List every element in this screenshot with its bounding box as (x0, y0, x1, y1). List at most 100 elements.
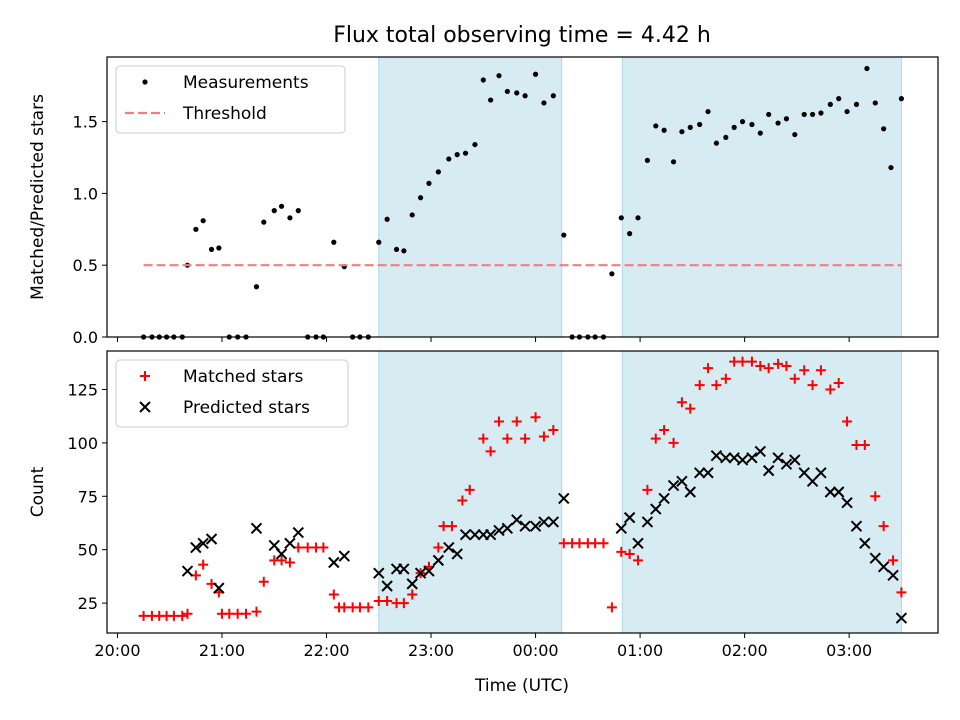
matched-stars-point (598, 538, 609, 549)
predicted-stars-point (832, 486, 845, 498)
predicted-stars-point (676, 475, 688, 488)
matched-stars-point (807, 380, 818, 391)
predicted-stars-point (547, 516, 560, 528)
matched-stars-point (433, 542, 444, 553)
predicted-stars-point (887, 569, 899, 582)
measurement-point (687, 124, 693, 130)
measurement-point (872, 100, 878, 106)
legend-label: Predicted stars (183, 398, 310, 418)
measurement-point (216, 245, 222, 251)
predicted-stars-point (772, 452, 784, 464)
legend-label: Threshold (182, 104, 267, 124)
measurement-point (697, 121, 703, 128)
x-tick-label: 01:00 (617, 641, 663, 660)
predicted-stars-point (459, 529, 472, 541)
matched-stars-point (896, 587, 907, 598)
legend-marker-measurements (142, 79, 148, 85)
matched-stars-point (659, 425, 670, 436)
legend-box (115, 65, 346, 134)
measurement-point (401, 248, 407, 254)
matched-stars-point (241, 608, 252, 619)
measurement-point (550, 93, 556, 99)
predicted-stars-point (511, 514, 523, 526)
measurement-point (253, 284, 260, 290)
measurement-point (818, 110, 824, 116)
x-axis-label: Time (UTC) (474, 676, 569, 696)
predicted-stars-point (754, 445, 767, 458)
measurement-point (287, 215, 293, 221)
predicted-stars-point (650, 503, 662, 515)
measurement-point (898, 96, 905, 102)
measurement-point (409, 212, 415, 218)
matched-stars-point (457, 495, 468, 506)
measurement-point (488, 97, 494, 103)
measurement-point (200, 218, 206, 224)
predicted-stars-point (538, 516, 550, 528)
matched-stars-point (177, 610, 188, 621)
measurement-point (627, 231, 633, 237)
measurement-point (193, 226, 199, 232)
matched-stars-point (478, 433, 489, 444)
predicted-stars-point (736, 454, 749, 466)
measurement-point (844, 108, 850, 115)
matched-stars-point (773, 358, 784, 369)
matched-stars-point (520, 433, 531, 444)
measurement-point (496, 73, 502, 79)
measurement-point (792, 131, 798, 138)
predicted-stars-point (432, 554, 445, 567)
predicted-stars-point (423, 565, 435, 577)
predicted-stars-point (789, 454, 801, 466)
matched-stars-point (363, 602, 374, 613)
measurement-point (783, 116, 790, 122)
matched-stars-point (318, 542, 329, 553)
matched-stars-point (668, 437, 679, 448)
x-tick-label: 22:00 (303, 641, 349, 660)
matched-stars-point (624, 548, 635, 559)
matched-stars-point (339, 602, 350, 613)
matched-stars-point (511, 416, 522, 427)
y-tick-label: 25 (78, 594, 98, 613)
predicted-stars-point (869, 552, 881, 564)
y-tick-label: 1.0 (73, 184, 98, 203)
measurement-point (271, 208, 277, 214)
predicted-stars-point (406, 578, 418, 590)
top-panel-ratio: 0.0 0.5 1.0 1.5 Matched/Predicted stars Measu… (28, 56, 939, 347)
measurement-point (393, 246, 400, 253)
measurement-point (384, 216, 390, 222)
matched-stars-point (548, 425, 559, 436)
measurement-point (739, 119, 746, 125)
measurement-point (731, 124, 737, 130)
predicted-stars-point (213, 582, 225, 594)
measurement-point (653, 123, 659, 129)
predicted-stars-point (632, 537, 644, 549)
matched-stars-point (198, 559, 209, 570)
matched-stars-point (703, 363, 714, 374)
y-axis-label: Matched/Predicted stars (28, 94, 48, 300)
measurement-point (618, 215, 624, 221)
matched-stars-point (538, 431, 549, 442)
matched-stars-point (232, 608, 243, 619)
legend-marker-predicted (139, 401, 151, 413)
matched-stars-point (590, 538, 601, 549)
plot-frame (106, 56, 939, 338)
matched-stars-point (168, 610, 179, 621)
predicted-stars-point (250, 522, 263, 535)
predicted-stars-point (798, 467, 810, 479)
observing-window-1 (621, 350, 902, 634)
matched-stars-point (746, 356, 757, 367)
legend-label: Measurements (183, 73, 309, 93)
legend-label: Matched stars (183, 367, 303, 387)
matched-stars-point (633, 555, 644, 566)
legend-box (115, 359, 349, 428)
predicted-stars-point (728, 452, 740, 464)
matched-stars-point (407, 589, 418, 600)
measurement-point (504, 88, 510, 95)
matched-stars-point (711, 380, 722, 391)
predicted-stars-point (841, 496, 853, 509)
predicted-stars-point (381, 580, 393, 592)
predicted-stars-point (702, 467, 714, 479)
measurement-point (661, 127, 667, 133)
measurement-point (417, 195, 424, 201)
x-tick-label: 20:00 (94, 641, 140, 660)
predicted-stars-point (284, 537, 296, 549)
